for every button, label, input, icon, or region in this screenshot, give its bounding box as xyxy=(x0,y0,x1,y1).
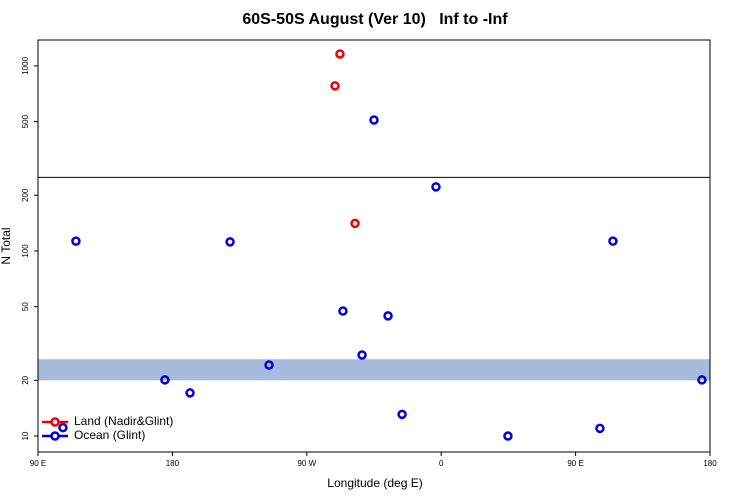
data-point xyxy=(338,306,348,316)
data-point xyxy=(350,218,360,229)
y-tick-label: 10 xyxy=(21,431,30,440)
y-tick-label: 500 xyxy=(21,114,30,128)
x-axis-label: Longitude (deg E) xyxy=(327,476,422,490)
data-point xyxy=(369,115,379,125)
data-point xyxy=(58,422,68,433)
data-point xyxy=(71,236,81,246)
data-point xyxy=(608,236,618,246)
x-tick-label: 90 W xyxy=(297,459,316,468)
x-tick-label: 90 E xyxy=(567,459,583,468)
legend-label: Ocean (Glint) xyxy=(74,428,145,442)
x-tick-label: 180 xyxy=(703,459,717,468)
data-point xyxy=(357,350,367,360)
x-tick-label: 0 xyxy=(439,459,444,468)
y-axis-label: N Total xyxy=(0,227,13,264)
legend-marker xyxy=(50,417,60,427)
data-point xyxy=(503,431,513,441)
reference-band xyxy=(38,359,710,381)
data-point xyxy=(595,423,605,434)
data-point xyxy=(383,311,393,321)
legend-marker xyxy=(50,431,60,441)
data-point xyxy=(160,375,170,385)
y-tick-label: 100 xyxy=(21,244,30,258)
data-point xyxy=(185,388,195,398)
plot-frame xyxy=(37,39,711,453)
y-tick-label: 20 xyxy=(21,375,30,384)
data-point xyxy=(697,375,707,385)
data-point xyxy=(330,81,340,91)
x-tick-label: 180 xyxy=(166,459,180,468)
legend-label: Land (Nadir&Glint) xyxy=(74,414,173,428)
chart-title: 60S-50S August (Ver 10) Inf to -Inf xyxy=(242,11,508,28)
y-tick-label: 1000 xyxy=(21,56,30,74)
data-point xyxy=(431,182,441,192)
data-point xyxy=(335,49,345,59)
y-tick-label: 50 xyxy=(21,302,30,311)
y-tick-label: 200 xyxy=(21,188,30,202)
data-point xyxy=(397,409,407,420)
data-point xyxy=(264,360,274,370)
data-point xyxy=(225,237,235,247)
x-tick-label: 90 E xyxy=(30,459,46,468)
